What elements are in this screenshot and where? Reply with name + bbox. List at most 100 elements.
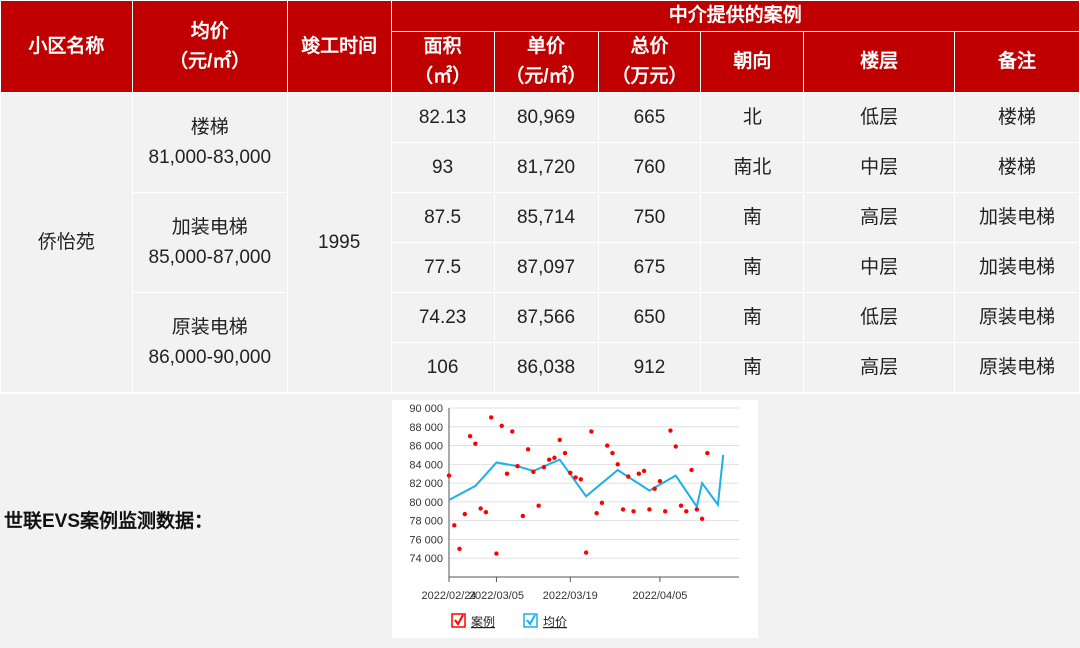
case-point — [589, 429, 594, 434]
case-point — [684, 509, 689, 514]
case-point — [457, 546, 462, 552]
x-tick-label: 2022/04/05 — [632, 590, 687, 602]
y-tick-label: 90 000 — [409, 403, 443, 415]
cell-note: 楼梯 — [954, 142, 1080, 193]
header-avg-price-unit: （元/㎡） — [169, 50, 251, 72]
evs-monitoring-label: 世联EVS案例监测数据： — [4, 511, 214, 532]
case-point — [620, 507, 626, 512]
cell-note: 原装电梯 — [954, 292, 1080, 343]
cell-area: 87.5 — [390, 192, 495, 243]
header-cases-group: 中介提供的案例 — [390, 0, 1080, 32]
cell-unit-price: 85,714 — [493, 192, 599, 243]
completion-year: 1995 — [286, 92, 392, 393]
y-tick-label: 78 000 — [409, 516, 443, 528]
y-tick-label: 74 000 — [409, 553, 443, 565]
cell-total: 675 — [597, 242, 702, 293]
cell-note: 原装电梯 — [954, 342, 1080, 393]
y-tick-label: 86 000 — [409, 441, 443, 453]
cell-area: 82.13 — [390, 92, 495, 143]
cell-note: 楼梯 — [954, 92, 1080, 143]
case-point — [541, 464, 547, 470]
cell-total: 760 — [597, 142, 702, 193]
case-point — [568, 470, 573, 475]
cell-total: 912 — [597, 342, 702, 393]
cell-area: 106 — [390, 342, 495, 393]
x-tick-label: 2022/03/19 — [543, 590, 598, 602]
cell-floor: 低层 — [803, 292, 956, 343]
case-point — [510, 429, 515, 434]
cell-area: 74.23 — [390, 292, 495, 343]
legend-avg-label: 均价 — [543, 615, 567, 629]
case-point — [631, 509, 636, 514]
x-tick-label: 2022/03/05 — [469, 590, 524, 602]
cell-orientation: 南北 — [700, 142, 805, 193]
case-point — [610, 450, 615, 456]
case-point — [446, 473, 452, 478]
case-point — [504, 471, 510, 476]
cell-orientation: 南 — [700, 342, 805, 393]
cell-floor: 中层 — [803, 242, 956, 293]
case-point — [467, 433, 473, 439]
cell-orientation: 南 — [700, 192, 805, 243]
header-area-unit: （㎡） — [414, 66, 472, 87]
case-point — [531, 469, 536, 475]
header-completion: 竣工时间 — [286, 0, 392, 93]
header-avg-price: 均价 （元/㎡） — [131, 0, 288, 93]
case-point — [604, 443, 610, 448]
case-point — [673, 444, 678, 449]
legend-case-check-icon — [454, 614, 464, 626]
cell-orientation: 南 — [700, 292, 805, 343]
case-point — [578, 477, 584, 482]
cell-floor: 中层 — [803, 142, 956, 193]
header-avg-price-label: 均价 — [190, 20, 229, 42]
cell-total: 665 — [597, 92, 702, 143]
cell-floor: 高层 — [803, 342, 956, 393]
cell-unit-price: 80,969 — [493, 92, 599, 143]
header-floor: 楼层 — [803, 31, 956, 93]
group-range: 81,000-83,000 — [148, 146, 272, 168]
case-point — [552, 455, 557, 460]
case-point — [473, 441, 478, 446]
case-point — [557, 437, 562, 443]
case-point — [462, 511, 468, 517]
group-range: 85,000-87,000 — [148, 246, 272, 268]
legend-avg-check-icon — [526, 614, 536, 626]
case-point — [583, 550, 589, 555]
chart-svg: 74 000 76 000 78 000 80 000 82 000 84 000 86 0… — [409, 403, 739, 629]
cell-area: 77.5 — [390, 242, 495, 293]
cell-unit-price: 87,566 — [493, 292, 599, 343]
cell-floor: 低层 — [803, 92, 956, 143]
y-tick-label: 80 000 — [409, 497, 443, 509]
y-tick-label: 82 000 — [409, 478, 443, 490]
case-point — [536, 503, 541, 508]
case-point — [636, 471, 642, 476]
case-point — [699, 516, 705, 521]
case-point — [641, 468, 647, 474]
cell-floor: 高层 — [803, 192, 956, 243]
y-tick-label: 76 000 — [409, 534, 443, 546]
case-point — [483, 510, 489, 515]
evs-chart: 74 000 76 000 78 000 80 000 82 000 84 000 86 0… — [392, 400, 758, 638]
group-stairs: 楼梯 81,000-83,000 — [131, 92, 288, 193]
header-note: 备注 — [954, 31, 1080, 93]
case-point — [626, 474, 631, 479]
cell-note: 加装电梯 — [954, 192, 1080, 243]
cell-unit-price: 87,097 — [493, 242, 599, 293]
group-type: 楼梯 — [190, 116, 229, 138]
group-type: 原装电梯 — [171, 316, 248, 338]
header-unit-price-label: 单价 — [527, 36, 566, 57]
cell-orientation: 南 — [700, 242, 805, 293]
case-point — [452, 523, 457, 528]
cell-total: 650 — [597, 292, 702, 343]
cell-unit-price: 81,720 — [493, 142, 599, 193]
case-point — [499, 423, 504, 429]
case-point — [515, 464, 520, 469]
header-unit-price: 单价 （元/㎡） — [493, 31, 599, 93]
case-point — [652, 486, 657, 491]
header-total: 总价 （万元） — [597, 31, 702, 93]
case-point — [594, 510, 599, 516]
x-tick-label: 2022/02/24 — [421, 590, 476, 602]
case-point — [562, 450, 568, 456]
case-point — [520, 513, 526, 519]
case-point — [615, 462, 620, 467]
